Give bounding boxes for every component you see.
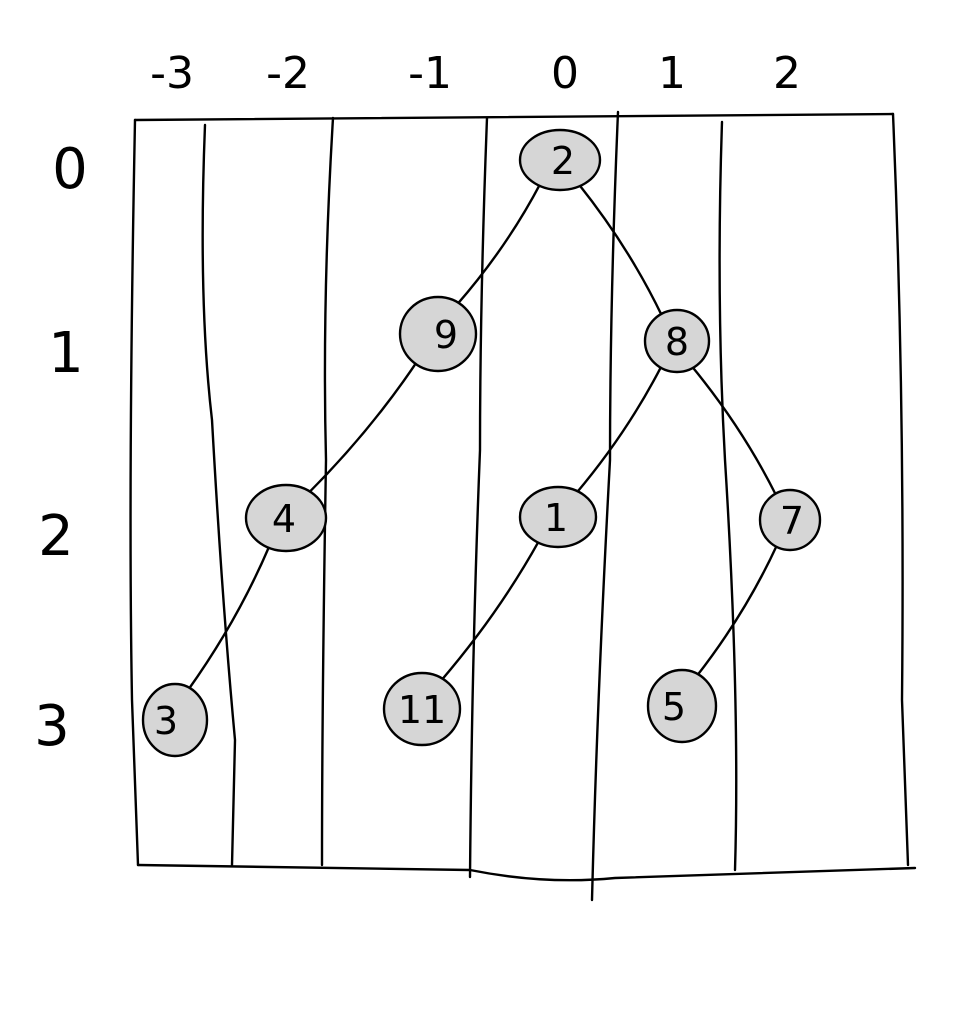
grid-separator bbox=[718, 120, 738, 872]
column-label: -3 bbox=[150, 48, 194, 99]
tree-node: 7 bbox=[758, 488, 822, 552]
node-label: 2 bbox=[551, 139, 575, 183]
node-circle bbox=[398, 295, 478, 373]
tree-edge bbox=[695, 543, 779, 678]
column-label: 0 bbox=[551, 48, 579, 99]
grid-left-border bbox=[129, 118, 140, 867]
row-label: 1 bbox=[48, 321, 84, 386]
tree-node: 11 bbox=[382, 671, 462, 747]
tree-edge bbox=[186, 544, 271, 692]
column-label: -1 bbox=[408, 48, 452, 99]
tree-edges bbox=[186, 182, 779, 692]
node-label: 9 bbox=[434, 313, 458, 357]
tree-node: 2 bbox=[518, 128, 602, 192]
row-label: 3 bbox=[34, 694, 70, 759]
grid-separator bbox=[320, 116, 335, 867]
node-label: 5 bbox=[662, 685, 686, 729]
node-label: 8 bbox=[665, 320, 689, 364]
column-label: 2 bbox=[773, 48, 801, 99]
tree-node: 9 bbox=[398, 295, 478, 373]
grid-separator bbox=[201, 123, 237, 867]
tree-edge bbox=[574, 364, 663, 495]
node-circle bbox=[646, 668, 718, 744]
node-circle bbox=[643, 308, 711, 374]
grid-separator bbox=[590, 110, 620, 902]
tree-edge bbox=[577, 182, 664, 318]
node-circle bbox=[382, 671, 462, 747]
row-label: 2 bbox=[38, 504, 74, 569]
tree-node: 1 bbox=[518, 485, 598, 549]
tree-node: 4 bbox=[244, 483, 328, 553]
row-label: 0 bbox=[52, 137, 88, 202]
column-label: -2 bbox=[266, 48, 310, 99]
node-circle bbox=[141, 682, 209, 758]
node-label: 3 bbox=[154, 699, 178, 743]
tree-edge bbox=[306, 359, 419, 495]
tree-nodes: 2 9 8 4 1 7 3 11 bbox=[141, 128, 822, 758]
grid-separator bbox=[468, 116, 489, 879]
tree-node: 3 bbox=[141, 682, 209, 758]
grid-right-border bbox=[891, 112, 910, 867]
node-label: 4 bbox=[272, 497, 296, 541]
grid-bottom-border bbox=[136, 863, 917, 882]
node-label: 1 bbox=[544, 496, 568, 540]
tree-edge bbox=[690, 364, 778, 498]
tree-node: 5 bbox=[646, 668, 718, 744]
tree-node: 8 bbox=[643, 308, 711, 374]
node-circle bbox=[758, 488, 822, 552]
node-label: 11 bbox=[398, 688, 446, 732]
tree-edge bbox=[455, 182, 542, 307]
node-label: 7 bbox=[780, 499, 804, 543]
node-circle bbox=[518, 485, 598, 549]
column-label: 1 bbox=[658, 48, 686, 99]
row-labels: 0 1 2 3 bbox=[34, 137, 88, 759]
node-circle bbox=[518, 128, 602, 192]
tree-edge bbox=[439, 539, 541, 683]
grid-top-border bbox=[133, 112, 895, 122]
column-labels: -3 -2 -1 0 1 2 bbox=[150, 48, 801, 99]
grid bbox=[129, 110, 917, 902]
node-circle bbox=[244, 483, 328, 553]
